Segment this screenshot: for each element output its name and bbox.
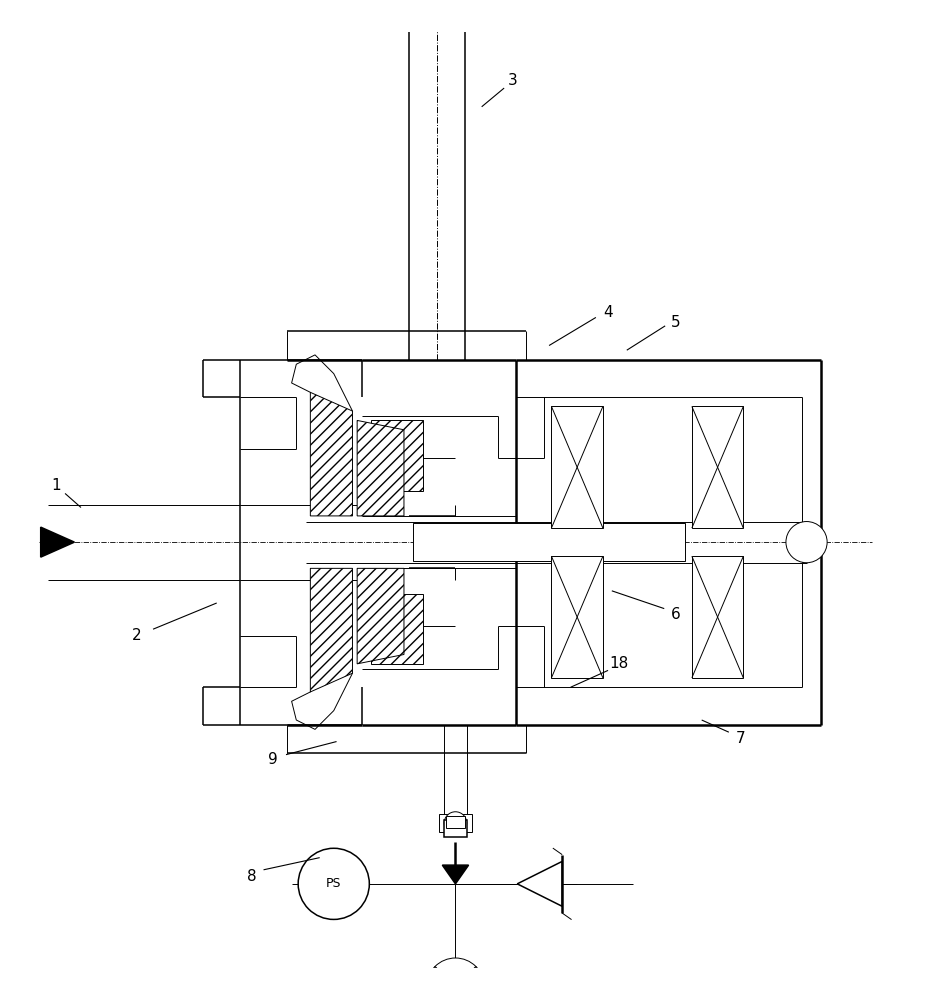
Circle shape [444,812,467,834]
Circle shape [299,848,369,919]
Circle shape [426,958,485,1000]
Bar [446,816,465,828]
Polygon shape [442,865,469,884]
Polygon shape [435,966,455,1000]
Text: 9: 9 [268,752,278,767]
Text: PS: PS [326,877,342,890]
Bar [551,406,603,528]
Bar [413,523,685,561]
Polygon shape [357,568,404,664]
Text: 18: 18 [609,656,629,671]
Bar [692,556,744,678]
Text: 6: 6 [670,607,681,622]
Text: 2: 2 [132,628,142,643]
Polygon shape [357,420,404,516]
Bar [439,814,472,832]
Bar [551,556,603,678]
Bar [371,594,423,664]
Circle shape [786,522,827,563]
Text: 1: 1 [51,478,60,493]
Polygon shape [311,568,352,692]
Text: 3: 3 [508,73,517,88]
Bar [692,406,744,528]
Polygon shape [517,861,562,906]
Bar [371,420,423,491]
Bar [444,820,467,837]
Polygon shape [455,966,476,1000]
Polygon shape [311,392,352,516]
Text: 4: 4 [603,305,613,320]
Text: 5: 5 [670,315,680,330]
Polygon shape [40,527,74,557]
Text: 8: 8 [248,869,257,884]
Text: 7: 7 [736,731,746,746]
